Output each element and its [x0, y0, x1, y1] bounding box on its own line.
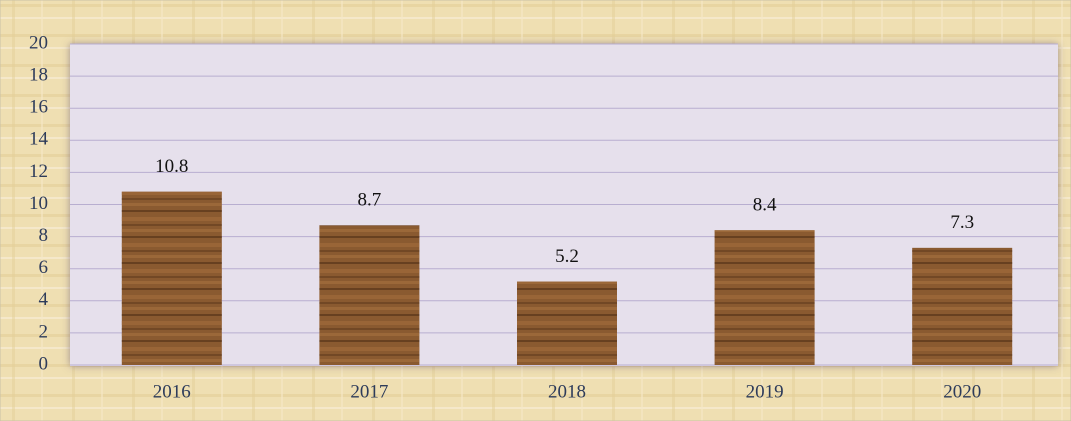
labels: 0 2 4 6 8 10 12 14 16 18 20 2016 10.8 2017 8.7 2018 5.2 2… [29, 32, 981, 402]
y-tick-label: 14 [29, 129, 49, 150]
bar-texture [912, 247, 1013, 365]
bar-texture [517, 281, 617, 365]
bar-texture [121, 191, 222, 365]
y-tick-label: 8 [39, 225, 49, 246]
data-label: 10.8 [155, 156, 188, 177]
data-label: 7.3 [950, 212, 974, 233]
grid [70, 43, 1058, 366]
y-tick-label: 18 [29, 64, 48, 85]
bar-texture [319, 225, 420, 365]
data-label: 8.7 [358, 190, 382, 211]
bars [121, 191, 1013, 365]
y-tick-label: 0 [39, 353, 49, 374]
y-tick-label: 16 [29, 97, 48, 118]
y-tick-label: 4 [39, 289, 49, 310]
y-tick-label: 2 [39, 321, 49, 342]
x-tick-label: 2018 [548, 381, 586, 402]
x-tick-label: 2016 [153, 381, 191, 402]
bar-texture [714, 230, 815, 365]
x-tick-label: 2020 [943, 381, 981, 402]
y-tick-label: 6 [39, 257, 49, 278]
y-tick-label: 12 [29, 161, 48, 182]
x-tick-label: 2019 [746, 381, 784, 402]
data-label: 8.4 [753, 195, 777, 216]
y-tick-label: 10 [29, 193, 48, 214]
data-label: 5.2 [555, 246, 579, 267]
x-tick-label: 2017 [350, 381, 388, 402]
y-tick-label: 20 [29, 32, 48, 53]
